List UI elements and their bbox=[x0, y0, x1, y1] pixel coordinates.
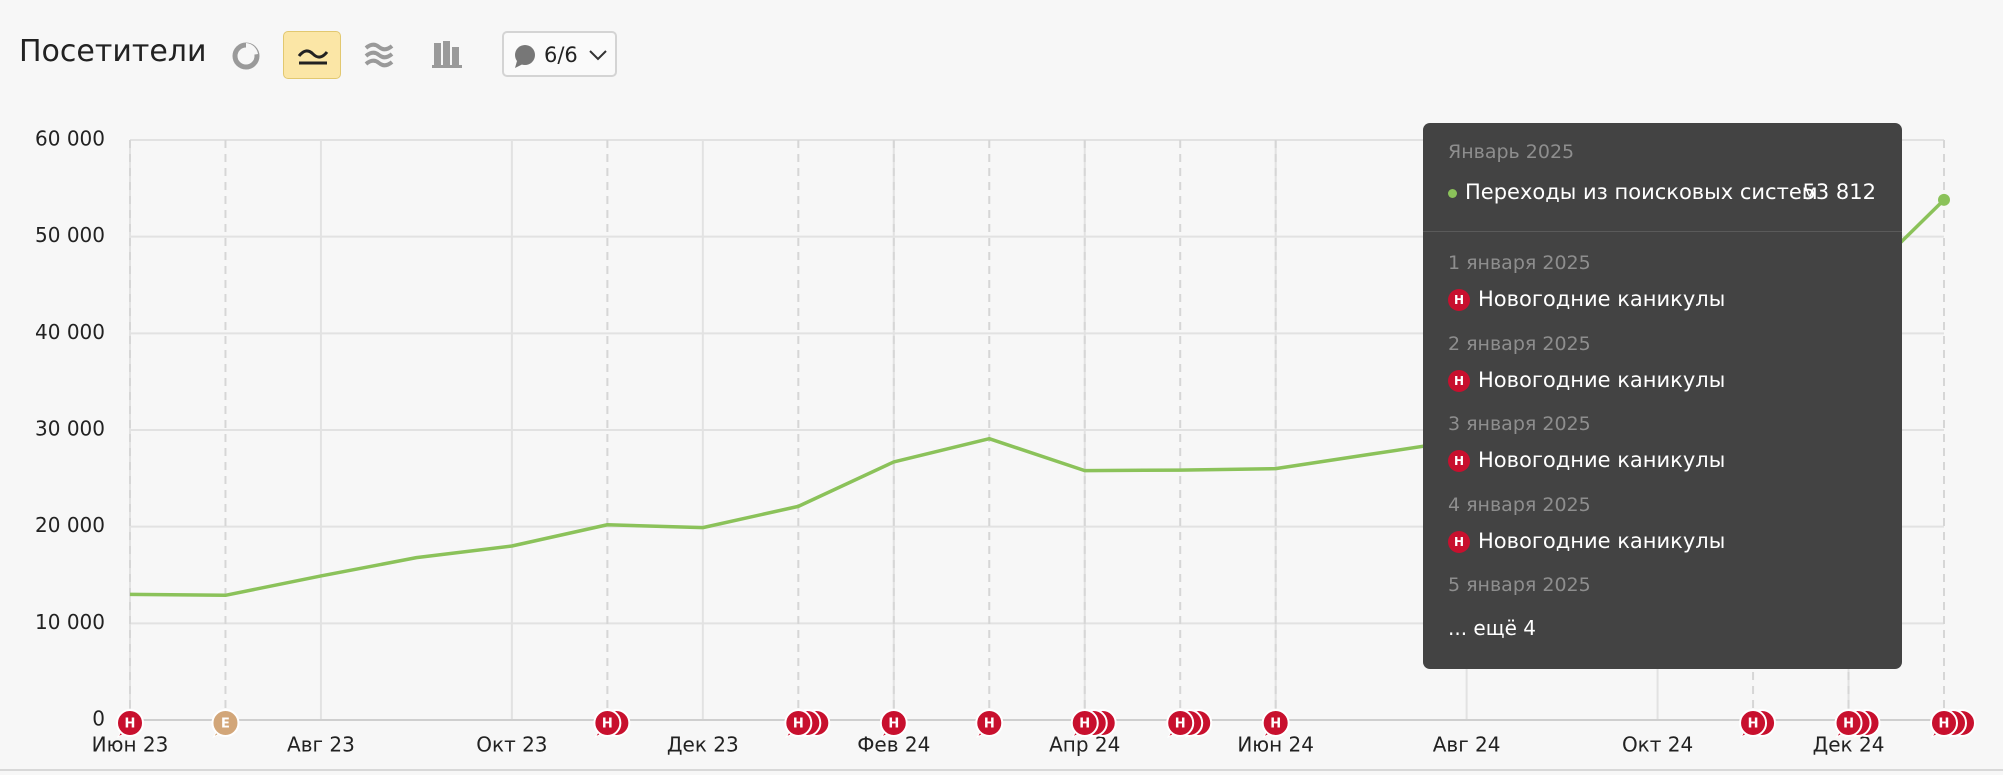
event-icon: Н bbox=[1448, 289, 1470, 311]
annotation-label: Н bbox=[1748, 717, 1759, 732]
annotation-label: Н bbox=[1175, 717, 1186, 732]
annotation-marker bbox=[879, 709, 908, 737]
x-tick-label: Авг 23 bbox=[287, 733, 355, 757]
annotation-label: Н bbox=[984, 717, 995, 732]
event-label: Новогодние каникулы bbox=[1478, 448, 1726, 472]
event-date: 5 января 2025 bbox=[1448, 574, 1591, 596]
annotation-marker bbox=[1166, 709, 1195, 737]
y-tick-label: 0 bbox=[92, 707, 105, 731]
event-icon: Н bbox=[1448, 450, 1470, 472]
y-tick-label: 20 000 bbox=[35, 513, 105, 537]
event-date: 3 января 2025 bbox=[1448, 413, 1591, 435]
annotation-label: Н bbox=[1270, 717, 1281, 732]
annotation-label: Н bbox=[1843, 717, 1854, 732]
bar-chart-button[interactable] bbox=[432, 39, 462, 69]
hover-point bbox=[1938, 193, 1950, 206]
event-row: Н Новогодние каникулы bbox=[1448, 368, 1725, 392]
annotation-label: Н bbox=[888, 717, 899, 732]
y-tick-label: 30 000 bbox=[35, 417, 105, 441]
annotation-marker bbox=[1739, 709, 1768, 737]
event-label: Новогодние каникулы bbox=[1478, 528, 1726, 553]
annotation-label: Н bbox=[125, 717, 136, 732]
event-label: Новогодние каникулы bbox=[1478, 287, 1726, 311]
event-row: Н Новогодние каникулы bbox=[1448, 448, 1725, 472]
annotation-label: Н bbox=[1939, 717, 1950, 732]
annotation-marker bbox=[1930, 709, 1958, 737]
x-tick-label: Окт 24 bbox=[1622, 733, 1693, 757]
line-chart-button[interactable] bbox=[283, 31, 341, 79]
y-tick-label: 10 000 bbox=[35, 610, 105, 634]
annotation-marker bbox=[116, 709, 144, 737]
tooltip: Январь 2025 Переходы из поисковых систем… bbox=[1423, 123, 1902, 669]
event-date: 2 января 2025 bbox=[1448, 332, 1591, 355]
more-events: ... ещё 4 bbox=[1448, 616, 1536, 640]
x-tick-label: Окт 23 bbox=[476, 733, 547, 757]
tooltip-divider bbox=[1423, 231, 1902, 232]
annotation-label: Н bbox=[793, 717, 804, 732]
annotation-marker bbox=[211, 709, 240, 737]
event-row: Н Новогодние каникулы bbox=[1448, 287, 1725, 311]
tooltip-value: 53 812 bbox=[1802, 180, 1876, 204]
event-icon: Н bbox=[1448, 369, 1470, 392]
annotation-marker bbox=[975, 709, 1004, 737]
annotation-label: Е bbox=[221, 717, 230, 732]
tooltip-series-name: Переходы из поисковых систем bbox=[1465, 180, 1818, 204]
area-chart-button[interactable] bbox=[364, 40, 394, 70]
x-tick-label: Дек 23 bbox=[667, 733, 739, 757]
page-title: Посетители bbox=[19, 34, 207, 69]
event-date: 4 января 2025 bbox=[1448, 493, 1591, 516]
annotation-label: Н bbox=[602, 717, 613, 732]
y-tick-label: 50 000 bbox=[35, 223, 105, 247]
event-label: Новогодние каникулы bbox=[1478, 367, 1726, 392]
tooltip-series: Переходы из поисковых систем bbox=[1448, 180, 1818, 204]
annotation-marker bbox=[1261, 709, 1290, 737]
annotation-marker bbox=[1834, 709, 1863, 737]
annotation-marker bbox=[784, 709, 813, 737]
pie-chart-button[interactable] bbox=[231, 41, 261, 71]
y-tick-label: 60 000 bbox=[35, 127, 105, 151]
filter-label: 6/6 bbox=[544, 43, 578, 67]
tooltip-title: Январь 2025 bbox=[1448, 141, 1575, 163]
y-tick-label: 40 000 bbox=[35, 320, 105, 344]
event-date: 1 января 2025 bbox=[1448, 252, 1591, 274]
x-tick-label: Авг 24 bbox=[1433, 733, 1501, 757]
annotation-marker bbox=[593, 709, 622, 737]
annotation-label: Н bbox=[1079, 717, 1090, 732]
annotations-dropdown[interactable]: 6/6 bbox=[502, 31, 617, 77]
event-icon: Н bbox=[1448, 530, 1470, 553]
event-row: Н Новогодние каникулы bbox=[1448, 529, 1725, 553]
annotation-marker bbox=[1070, 709, 1099, 737]
